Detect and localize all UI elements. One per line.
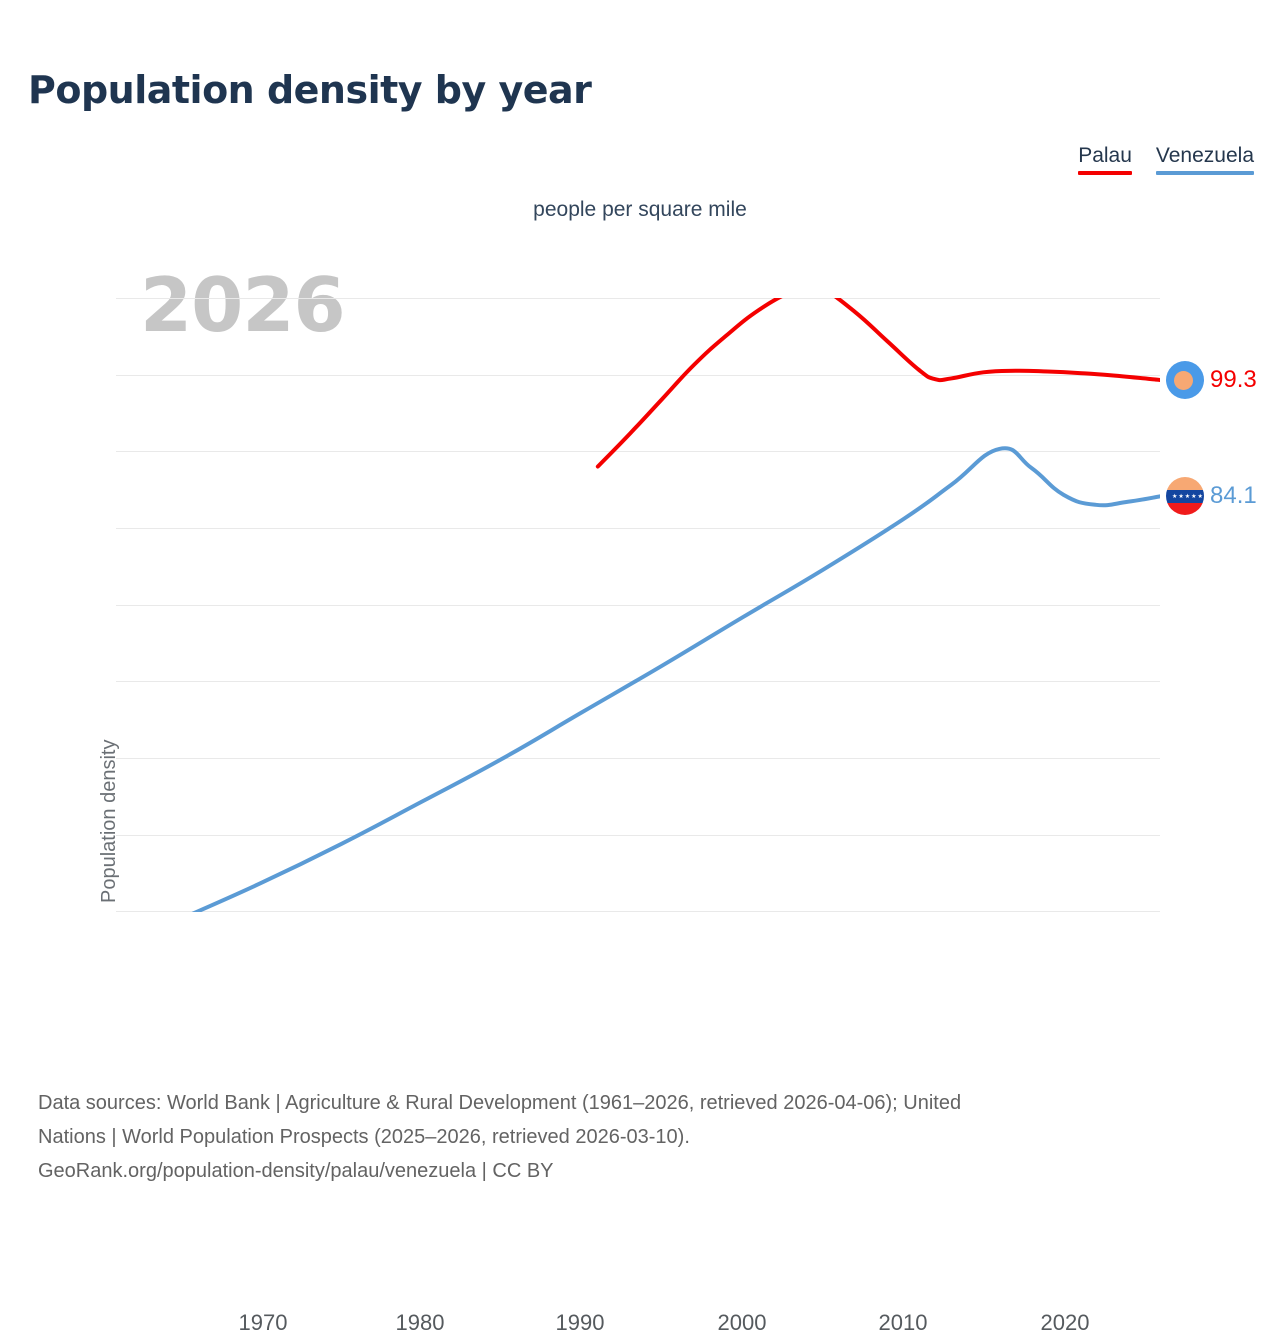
- gridline: [116, 298, 1160, 299]
- footer-line-3: GeoRank.org/population-density/palau/ven…: [38, 1160, 554, 1182]
- page-title: Population density by year: [28, 68, 592, 112]
- footer-line-2: Nations | World Population Prospects (20…: [38, 1126, 690, 1148]
- gridline: [116, 528, 1160, 529]
- series-lines: [116, 298, 1160, 912]
- footer-line-1: Data sources: World Bank | Agriculture &…: [38, 1092, 962, 1114]
- venezuela-flag-band-yellow: [1166, 477, 1204, 491]
- venezuela-end-value: 84.1: [1210, 482, 1257, 510]
- x-tick-label: 2010: [878, 1310, 928, 1335]
- chart-container: Population density by year Palau Venezue…: [0, 68, 1280, 1335]
- chart-subtitle-text: people per square mile: [533, 198, 747, 221]
- legend-label-venezuela: Venezuela: [1155, 144, 1254, 167]
- year-watermark: 2026: [140, 261, 346, 349]
- gridline: [116, 835, 1160, 836]
- venezuela-endpoint[interactable]: ★★★★★★★ 84.1: [1166, 477, 1257, 516]
- venezuela-flag-icon: ★★★★★★★: [1166, 477, 1204, 516]
- palau-endpoint[interactable]: 99.3: [1166, 360, 1257, 399]
- gridline: [116, 605, 1160, 606]
- legend-rule-palau: [1078, 171, 1132, 175]
- gridline: [116, 911, 1160, 912]
- gridline: [116, 758, 1160, 759]
- palau-flag-icon: [1166, 360, 1204, 399]
- palau-end-value: 99.3: [1210, 365, 1257, 393]
- legend-label-palau: Palau: [1078, 144, 1132, 167]
- x-tick-label: 1970: [238, 1310, 288, 1335]
- x-tick-label: 2020: [1040, 1310, 1090, 1335]
- venezuela-line[interactable]: [116, 446, 1160, 912]
- x-tick-label: 2000: [717, 1310, 767, 1335]
- palau-flag-disc: [1174, 370, 1193, 390]
- gridline: [116, 451, 1160, 452]
- legend-item-venezuela[interactable]: Venezuela: [1155, 144, 1254, 175]
- venezuela-flag-band-red: [1166, 502, 1204, 516]
- gridline: [116, 375, 1160, 376]
- chart-legend: Palau Venezuela: [1078, 144, 1254, 175]
- x-tick-label: 1980: [395, 1310, 445, 1335]
- legend-item-palau[interactable]: Palau: [1078, 144, 1132, 175]
- venezuela-flag-band-blue: [1166, 490, 1204, 503]
- x-tick-label: 1990: [555, 1310, 605, 1335]
- plot-area: Population density 110 100 90 80 70 60 5…: [98, 298, 1160, 1335]
- footer-sources: Data sources: World Bank | Agriculture &…: [38, 1086, 1258, 1188]
- chart-subtitle: people per square mile: [0, 198, 1280, 222]
- palau-line[interactable]: [595, 298, 1160, 469]
- venezuela-flag-stars: ★★★★★★★: [1172, 494, 1204, 501]
- legend-rule-venezuela: [1155, 171, 1254, 175]
